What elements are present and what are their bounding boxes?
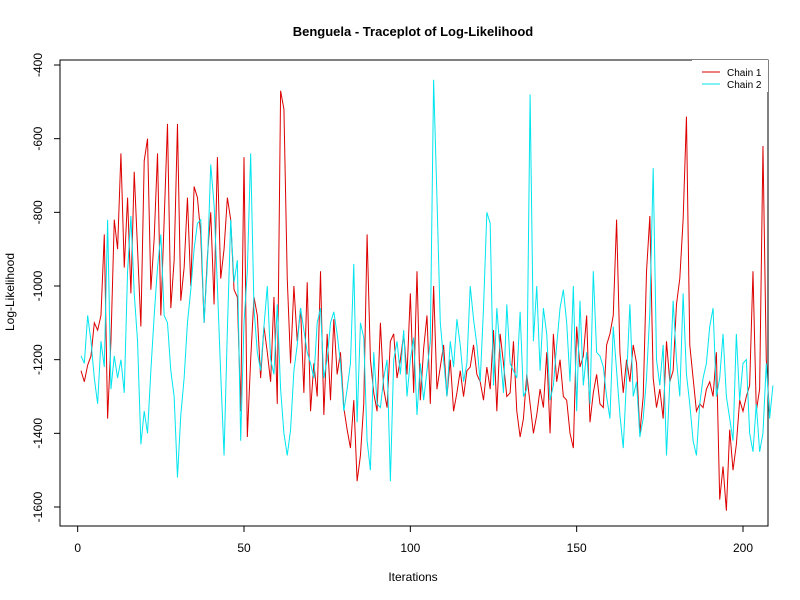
y-tick-label: -400: [31, 53, 45, 77]
series-line-chain-2: [80, 79, 774, 482]
y-tick-label: -1200: [31, 344, 45, 375]
y-axis-label: Log-Likelihood: [3, 253, 17, 331]
x-axis-label: Iterations: [388, 570, 437, 584]
y-axis: -1600 -1400 -1200 -1000 -800 -600 -400: [31, 53, 60, 522]
y-tick-label: -800: [31, 200, 45, 224]
y-tick-label: -1000: [31, 270, 45, 301]
y-tick-label: -1600: [31, 491, 45, 522]
x-tick-label: 200: [733, 541, 753, 555]
legend: Chain 1 Chain 2: [692, 60, 768, 92]
legend-label-chain-1: Chain 1: [727, 68, 762, 79]
y-tick-label: -1400: [31, 418, 45, 449]
legend-label-chain-2: Chain 2: [727, 80, 762, 91]
plot-frame: [59, 59, 769, 527]
x-axis: 0 50 100 150 200: [74, 526, 753, 555]
chart-title: Benguela - Traceplot of Log-Likelihood: [293, 24, 534, 39]
x-tick-label: 50: [237, 541, 251, 555]
x-tick-label: 100: [400, 541, 420, 555]
x-tick-label: 0: [74, 541, 81, 555]
series-line-chain-1: [80, 90, 771, 511]
x-tick-label: 150: [567, 541, 587, 555]
legend-box: [692, 60, 768, 92]
series-layer: [80, 79, 774, 511]
y-tick-label: -600: [31, 126, 45, 150]
